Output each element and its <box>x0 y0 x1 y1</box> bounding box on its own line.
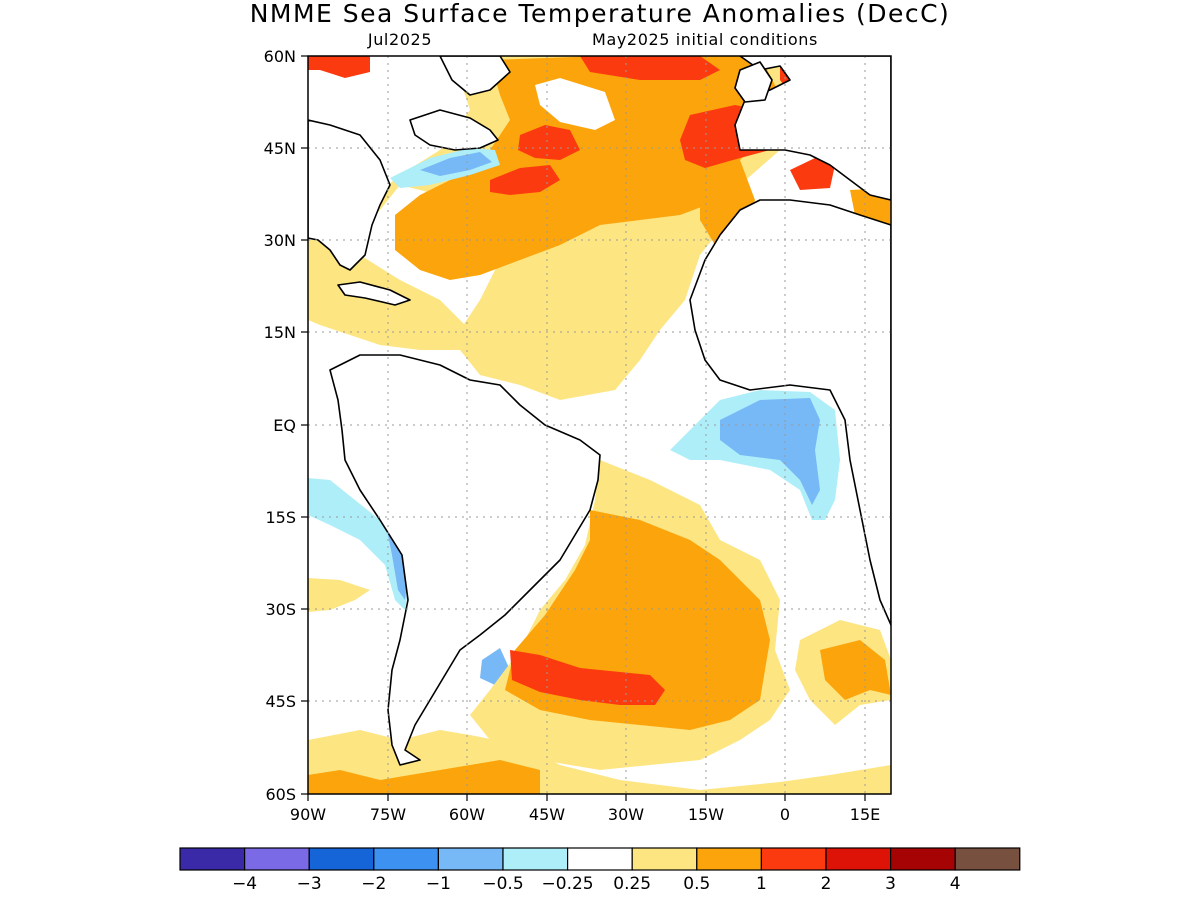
lon-label-15w: 15W <box>688 805 724 824</box>
colorbar-box-5 <box>502 847 569 871</box>
lon-label-60w: 60W <box>449 805 485 824</box>
lat-label-eq: EQ <box>273 416 296 435</box>
lat-label-60n: 60N <box>264 47 296 66</box>
colorbar-label-1: −3 <box>297 874 322 894</box>
anomaly-region-subpolar-neutral <box>535 78 615 130</box>
colorbar-legend: −4 −3 −2 −1 −0.5 −0.25 0.25 0.5 1 2 3 4 <box>179 847 1021 894</box>
colorbar-label-4: −0.5 <box>482 874 523 894</box>
lat-label-60s: 60S <box>265 785 296 804</box>
anomaly-region-gulfstream-red <box>490 165 560 195</box>
lon-label-15e: 15E <box>850 805 880 824</box>
anomaly-region-pacific-peru-cool <box>308 478 410 610</box>
colorbar-label-11: 4 <box>950 874 961 894</box>
canada-maritimes-land <box>409 109 499 151</box>
colorbar-label-2: −2 <box>361 874 386 894</box>
colorbar-box-10 <box>825 847 892 871</box>
colorbar-label-6: 0.25 <box>613 874 651 894</box>
colorbar-box-9 <box>760 847 827 871</box>
colorbar-label-9: 2 <box>821 874 832 894</box>
land-layer <box>308 56 891 766</box>
anomaly-region-arctic-edge-red <box>580 56 720 80</box>
british-isles-land <box>734 61 773 103</box>
anomaly-region-mediterranean-red <box>790 158 835 190</box>
colorbar-label-7: 0.5 <box>683 874 710 894</box>
lat-label-30n: 30N <box>264 231 296 250</box>
colorbar-box-1 <box>244 847 310 871</box>
colorbar-box-12 <box>954 847 1021 871</box>
europe-land <box>734 56 891 201</box>
lon-label-30w: 30W <box>608 805 644 824</box>
anomaly-region-gulf-of-guinea-cooler <box>720 398 820 505</box>
colorbar-label-3: −1 <box>426 874 451 894</box>
colorbar-label-5: −0.25 <box>542 874 594 894</box>
colorbar-box-7 <box>631 847 698 871</box>
colorbar-label-0: −4 <box>232 874 257 894</box>
anomaly-fill-layer <box>308 56 891 794</box>
lon-label-0: 0 <box>780 805 790 824</box>
colorbar-box-2 <box>308 847 375 871</box>
longitude-axis: 90W 75W 60W 45W 30W 15W 0 15E <box>290 794 880 824</box>
colorbar-label-8: 1 <box>756 874 767 894</box>
colorbar-box-11 <box>889 847 956 871</box>
lat-label-45n: 45N <box>264 139 296 158</box>
north-america-land <box>308 119 391 271</box>
lon-label-75w: 75W <box>370 805 406 824</box>
africa-land <box>689 199 891 626</box>
south-america-land <box>329 354 601 766</box>
lat-label-15s: 15S <box>265 508 296 527</box>
anomaly-region-hudson-red <box>308 56 370 78</box>
target-month-label: Jul2025 <box>367 30 432 49</box>
figure-title: NMME Sea Surface Temperature Anomalies (… <box>250 0 951 28</box>
anomaly-region-south-atlantic-red <box>510 650 665 705</box>
lat-label-15n: 15N <box>264 323 296 342</box>
initial-conditions-label: May2025 initial conditions <box>592 30 818 49</box>
anomaly-region-benguela-orange <box>820 640 891 700</box>
colorbar-box-6 <box>566 847 633 871</box>
colorbar-box-3 <box>373 847 439 871</box>
lat-label-45s: 45S <box>265 692 296 711</box>
lon-label-45w: 45W <box>529 805 565 824</box>
greenland-land <box>439 56 511 96</box>
latitude-axis: 60N 45N 30N 15N EQ 15S 30S 45S 60S <box>264 47 308 804</box>
anomaly-region-labrador-cooler <box>420 152 492 176</box>
anomaly-region-north-atlantic-orange <box>395 56 780 280</box>
anomaly-region-newfoundland-red <box>518 125 580 160</box>
anomaly-region-chile-coast-light <box>308 578 370 612</box>
map-area <box>308 56 891 794</box>
colorbar-box-0 <box>179 847 246 871</box>
colorbar-box-4 <box>437 847 504 871</box>
lon-label-90w: 90W <box>290 805 326 824</box>
anomaly-region-southern-ocean-orange <box>308 760 540 794</box>
colorbar-label-10: 3 <box>885 874 896 894</box>
lat-label-30s: 30S <box>265 600 296 619</box>
colorbar-box-8 <box>696 847 762 871</box>
cuba-land <box>337 281 411 306</box>
